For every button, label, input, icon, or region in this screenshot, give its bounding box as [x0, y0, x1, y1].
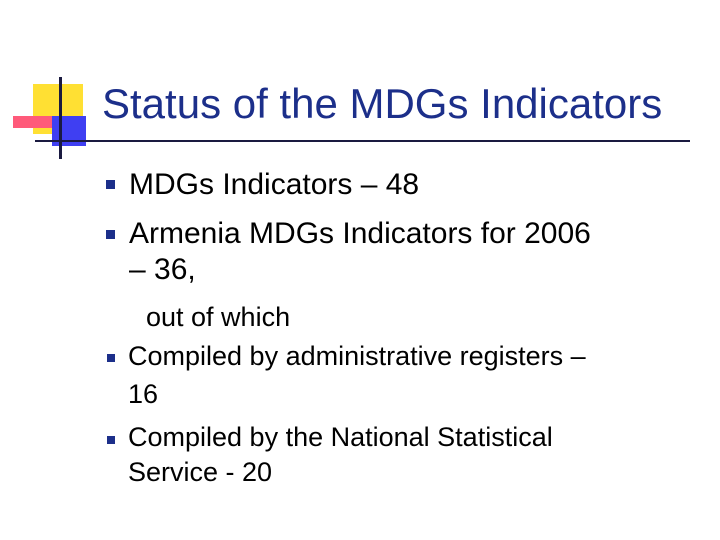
bullet-square-icon [106, 230, 115, 239]
bullet-square-icon [106, 180, 115, 189]
bullet-text-armenia-indicators: Armenia MDGs Indicators for 2006 [129, 217, 591, 250]
title-decoration-pink-bar [13, 116, 53, 128]
bullet-text-national-statistical-service: Compiled by the National Statistical [128, 422, 553, 452]
bullet-text-armenia-indicators-cont: – 36, [129, 253, 196, 286]
title-underline [35, 140, 690, 142]
bullet-square-icon [107, 436, 115, 444]
bullet-text-national-statistical-service-cont: Service - 20 [128, 457, 273, 487]
title-decoration-vertical-line [59, 77, 62, 159]
bullet-text-administrative-registers-cont: 16 [128, 379, 159, 409]
bullet-square-icon [107, 354, 115, 362]
bullet-text-mdgs-indicators: MDGs Indicators – 48 [129, 168, 420, 201]
sub-text-out-of-which: out of which [146, 302, 291, 332]
bullet-text-administrative-registers: Compiled by administrative registers – [128, 341, 586, 371]
slide-title: Status of the MDGs Indicators [102, 80, 663, 127]
